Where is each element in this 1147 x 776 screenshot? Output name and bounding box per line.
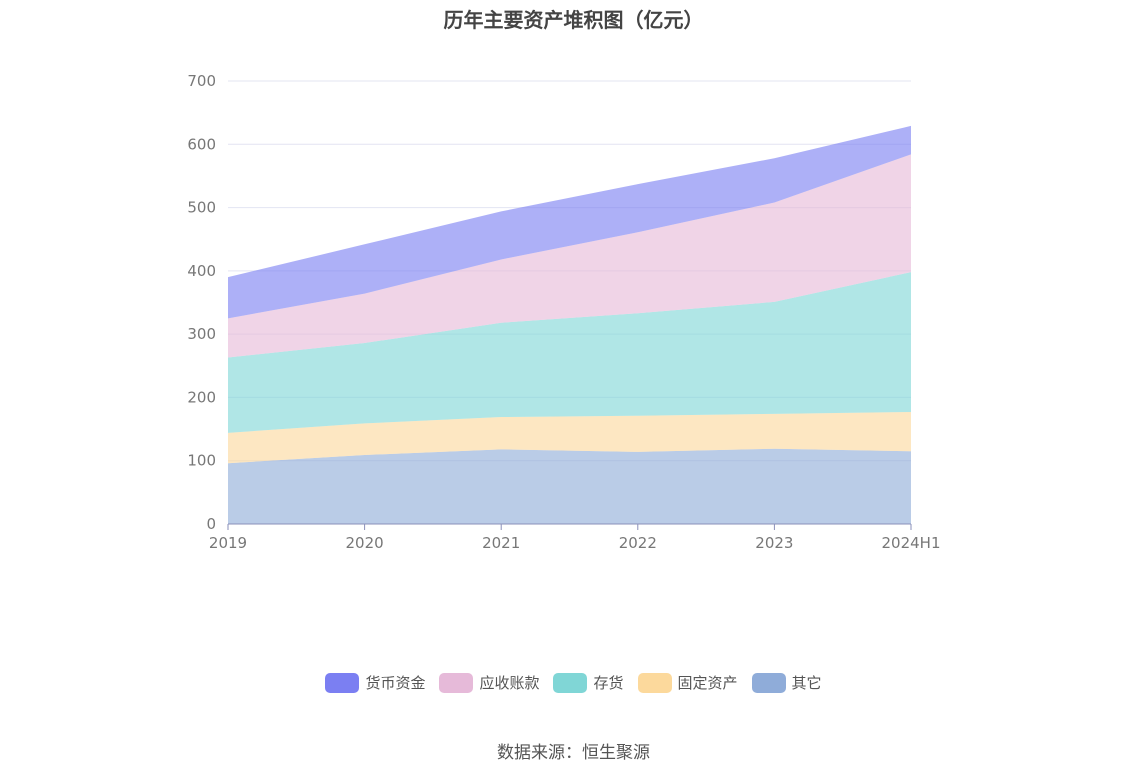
x-tick-label: 2023 [755,534,793,552]
area-固定资产 [228,411,911,464]
x-tick-label: 2024H1 [882,534,941,552]
x-tick-label: 2020 [346,534,384,552]
data-source-note: 数据来源：恒生聚源 [497,743,650,763]
y-tick-label: 700 [187,72,216,90]
legend-item[interactable]: 货币资金 [325,672,425,693]
legend-swatch [637,672,672,693]
y-tick-label: 600 [187,135,216,153]
legend-item[interactable]: 应收账款 [439,672,539,693]
legend-swatch [553,672,588,693]
x-tick-label: 2022 [619,534,657,552]
legend-swatch [751,672,786,693]
area-货币资金 [228,125,911,319]
legend-label: 固定资产 [677,674,738,692]
chart-title: 历年主要资产堆积图（亿元） [443,8,704,32]
y-tick-label: 400 [187,262,216,280]
legend-label: 应收账款 [479,674,540,692]
area-存货 [228,272,911,433]
y-tick-label: 200 [187,388,216,406]
legend-label: 存货 [593,674,624,692]
y-tick-label: 0 [206,515,216,533]
legend: 货币资金 应收账款 存货 固定资产 其它 [0,672,1147,693]
legend-item[interactable]: 存货 [553,672,624,693]
y-tick-label: 100 [187,452,216,470]
area-其它 [228,448,911,524]
x-tick-label: 2019 [209,534,247,552]
area-series [228,125,911,524]
y-tick-label: 300 [187,325,216,343]
axes: 0 100 200 300 400 500 600 700 2019 2020 2021 2022 20… [187,72,940,552]
legend-item[interactable]: 固定资产 [637,672,738,693]
y-tick-label: 500 [187,199,216,217]
area-应收账款 [228,154,911,358]
legend-label: 其它 [791,674,822,692]
x-tick-label: 2021 [482,534,520,552]
legend-swatch [325,672,360,693]
legend-label: 货币资金 [365,674,426,692]
legend-item[interactable]: 其它 [751,672,822,693]
legend-swatch [439,672,474,693]
